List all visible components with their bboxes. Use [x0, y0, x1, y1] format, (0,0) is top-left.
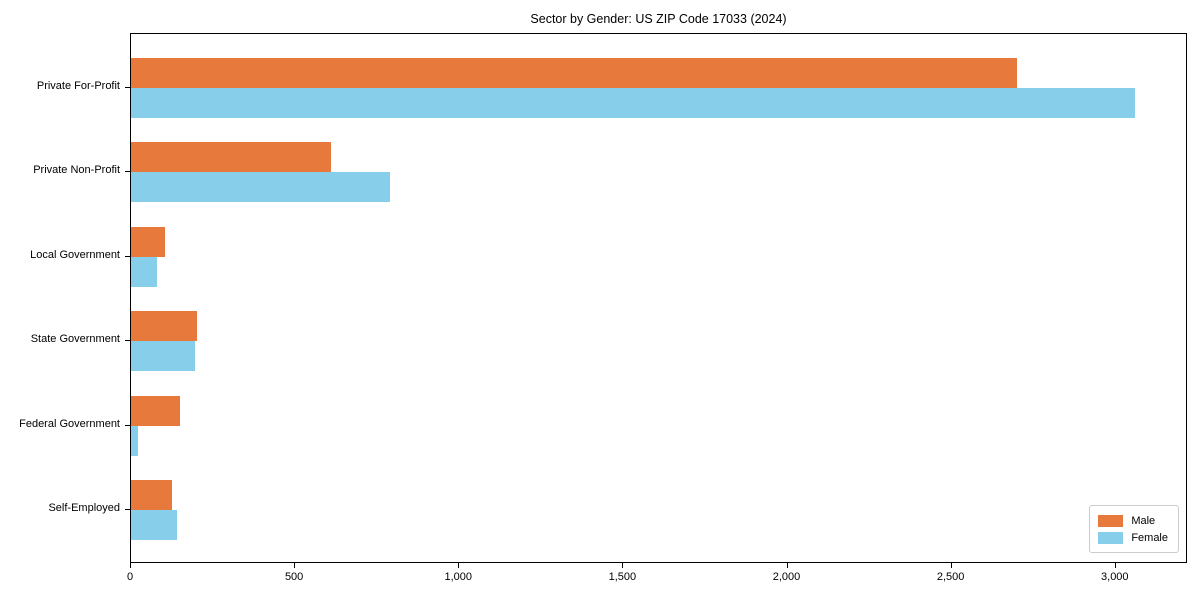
bar-female: [131, 88, 1135, 118]
x-tick-mark: [786, 563, 788, 568]
y-category-label: Private For-Profit: [36, 80, 120, 92]
legend-label: Female: [1131, 531, 1168, 544]
legend-swatch-male: [1098, 514, 1124, 527]
x-tick-label: 1,500: [608, 571, 637, 583]
x-tick-mark: [130, 563, 131, 568]
x-tick-mark: [950, 563, 952, 568]
bar-male: [131, 311, 197, 342]
x-tick-label: 2,500: [936, 571, 965, 583]
x-tick-label: 0: [126, 571, 134, 583]
legend-item: Female: [1098, 529, 1168, 546]
bar-male: [131, 395, 180, 426]
y-tick-mark: [125, 340, 130, 342]
y-category-label: State Government: [30, 333, 120, 346]
bar-female: [131, 172, 390, 203]
x-tick-label: 1,000: [444, 571, 473, 583]
y-category-label: Private Non-Profit: [33, 164, 120, 177]
legend-label: Male: [1131, 514, 1156, 527]
y-category-label: Self-Employed: [48, 502, 120, 514]
legend-box: Male Female: [1089, 505, 1179, 553]
x-tick-mark: [458, 563, 460, 568]
bar-female: [131, 425, 138, 456]
y-tick-mark: [125, 509, 130, 510]
x-tick-mark: [622, 563, 624, 568]
plot-area: Male Female: [130, 33, 1187, 563]
bar-male: [131, 142, 331, 173]
y-tick-mark: [125, 255, 130, 257]
y-category-label: Local Government: [30, 248, 120, 261]
bar-male: [131, 226, 165, 257]
bar-female: [131, 341, 195, 372]
y-tick-mark: [125, 171, 130, 173]
x-tick-mark: [1114, 563, 1116, 568]
y-tick-mark: [125, 424, 130, 426]
x-tick-mark: [294, 563, 296, 568]
x-tick-label: 500: [284, 571, 304, 583]
bar-male: [131, 480, 172, 510]
y-category-label: Federal Government: [19, 417, 120, 430]
y-tick-mark: [125, 87, 130, 88]
bar-female: [131, 510, 177, 540]
x-tick-label: 2,000: [772, 571, 801, 583]
bar-female: [131, 256, 157, 287]
x-tick-label: 3,000: [1101, 571, 1129, 583]
legend-item: Male: [1098, 512, 1168, 529]
bar-male: [131, 58, 1017, 88]
chart-title: Sector by Gender: US ZIP Code 17033 (202…: [530, 12, 787, 26]
legend-swatch-female: [1098, 531, 1124, 544]
